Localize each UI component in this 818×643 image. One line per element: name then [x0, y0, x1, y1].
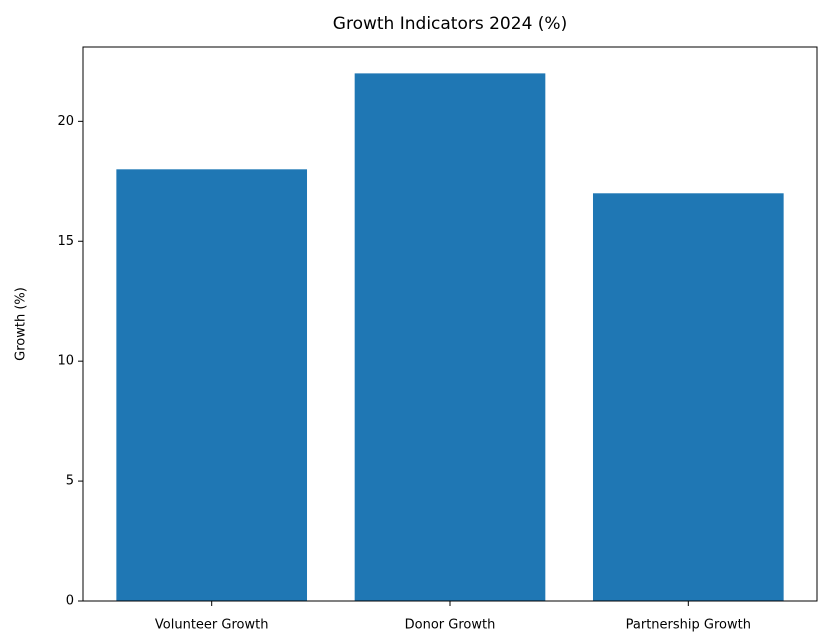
bar — [354, 73, 546, 601]
y-tick-label: 15 — [57, 234, 74, 249]
y-tick-label: 20 — [57, 114, 74, 129]
x-tick-label: Volunteer Growth — [155, 618, 269, 633]
chart-title: Growth Indicators 2024 (%) — [333, 14, 567, 34]
y-tick-label: 10 — [57, 354, 74, 369]
y-axis-label: Growth (%) — [14, 287, 29, 361]
x-tick-label: Partnership Growth — [626, 618, 751, 633]
y-tick-label: 5 — [66, 474, 74, 489]
y-tick-label: 0 — [66, 594, 74, 609]
bar — [592, 193, 784, 601]
x-tick-label: Donor Growth — [405, 618, 496, 633]
bar — [116, 169, 308, 601]
plot-frame — [82, 46, 818, 602]
